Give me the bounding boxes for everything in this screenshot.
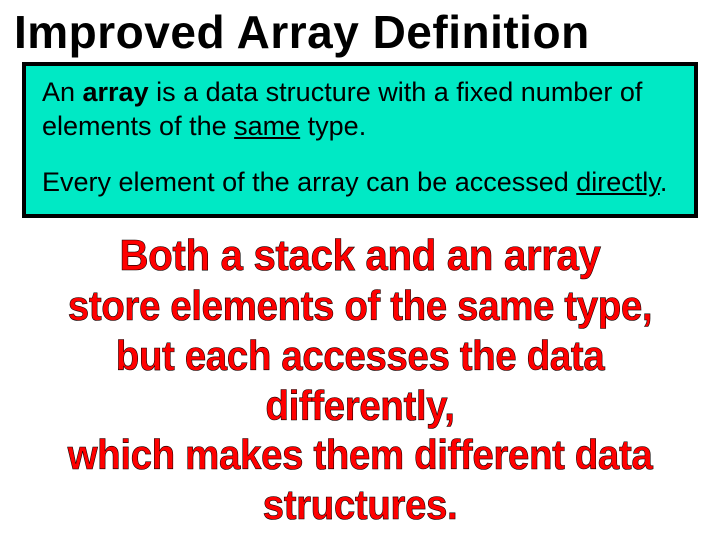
subtitle-line-4: which makes them different data structur… (42, 430, 679, 529)
def-p1-underline: same (234, 111, 300, 141)
def-p1-pre: An (42, 77, 83, 107)
subtitle-line-3: but each accesses the data differently, (42, 331, 679, 430)
slide-title: Improved Array Definition (14, 8, 706, 56)
subtitle-block: Both a stack and an array store elements… (14, 230, 706, 530)
definition-box: An array is a data structure with a fixe… (22, 62, 698, 217)
subtitle-line-2: store elements of the same type, (42, 281, 679, 331)
slide: Improved Array Definition An array is a … (0, 0, 720, 540)
definition-paragraph-1: An array is a data structure with a fixe… (42, 76, 678, 144)
def-p2-underline: directly (576, 167, 660, 197)
def-p1-bold: array (83, 77, 149, 107)
def-p2-pre: Every element of the array can be access… (42, 167, 576, 197)
def-p2-post: . (660, 167, 668, 197)
def-p1-post: type. (300, 111, 366, 141)
subtitle-line-1: Both a stack and an array (42, 230, 679, 282)
definition-paragraph-2: Every element of the array can be access… (42, 166, 678, 200)
paragraph-gap (42, 144, 678, 166)
